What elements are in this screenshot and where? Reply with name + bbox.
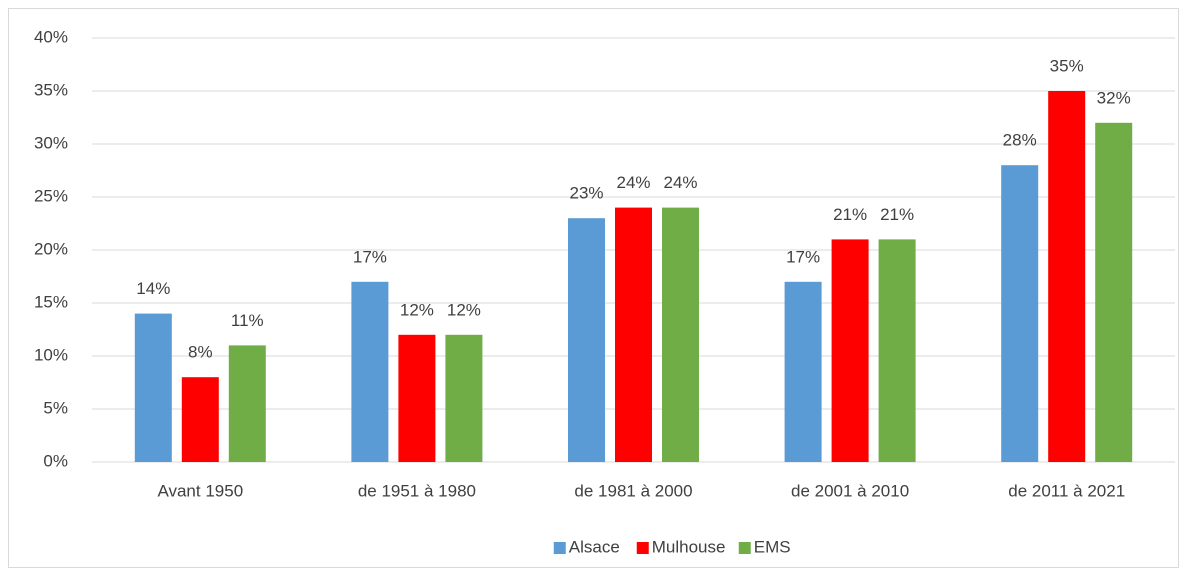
bar bbox=[1095, 122, 1133, 463]
y-tick-label: 35% bbox=[34, 80, 68, 99]
value-label: 12% bbox=[400, 300, 434, 319]
value-label: 32% bbox=[1097, 88, 1131, 107]
bar bbox=[228, 345, 266, 462]
x-tick-label: Avant 1950 bbox=[157, 481, 243, 500]
bar bbox=[134, 313, 172, 462]
value-label: 35% bbox=[1050, 56, 1084, 75]
value-label: 24% bbox=[663, 173, 697, 192]
bar bbox=[662, 207, 699, 462]
y-tick-label: 5% bbox=[43, 398, 68, 417]
value-label: 17% bbox=[786, 247, 820, 266]
bar bbox=[615, 207, 652, 462]
x-tick-label: de 1951 à 1980 bbox=[358, 481, 476, 500]
value-label: 14% bbox=[136, 279, 170, 298]
bar bbox=[1001, 165, 1039, 462]
y-tick-label: 30% bbox=[34, 133, 68, 152]
value-label: 21% bbox=[833, 205, 867, 224]
value-label: 23% bbox=[569, 184, 603, 203]
bar bbox=[568, 218, 605, 462]
legend-label: EMS bbox=[754, 537, 791, 556]
x-tick-label: de 2001 à 2010 bbox=[791, 481, 909, 500]
y-tick-label: 0% bbox=[43, 451, 68, 470]
bar bbox=[181, 377, 219, 462]
y-tick-label: 10% bbox=[34, 345, 68, 364]
legend-swatch bbox=[636, 542, 649, 554]
x-tick-label: de 2011 à 2021 bbox=[1008, 481, 1125, 500]
x-tick-label: de 1981 à 2000 bbox=[574, 481, 692, 500]
bar bbox=[1048, 91, 1086, 462]
y-tick-label: 15% bbox=[34, 292, 68, 311]
bar bbox=[784, 281, 822, 462]
bar bbox=[878, 239, 916, 462]
y-tick-label: 20% bbox=[34, 239, 68, 258]
value-label: 21% bbox=[880, 205, 914, 224]
legend-label: Mulhouse bbox=[652, 537, 726, 556]
value-label: 11% bbox=[231, 311, 264, 330]
bar bbox=[351, 281, 389, 462]
y-tick-label: 25% bbox=[34, 186, 68, 205]
value-label: 24% bbox=[616, 173, 650, 192]
value-label: 12% bbox=[447, 300, 481, 319]
bar bbox=[398, 334, 436, 462]
legend-swatch bbox=[553, 542, 566, 554]
y-tick-label: 40% bbox=[34, 27, 68, 46]
legend-swatch bbox=[738, 542, 751, 554]
value-label: 17% bbox=[353, 247, 387, 266]
legend-label: Alsace bbox=[569, 537, 620, 556]
value-label: 8% bbox=[188, 343, 213, 362]
value-label: 28% bbox=[1003, 131, 1037, 150]
bar bbox=[445, 334, 483, 462]
bar bbox=[831, 239, 869, 462]
